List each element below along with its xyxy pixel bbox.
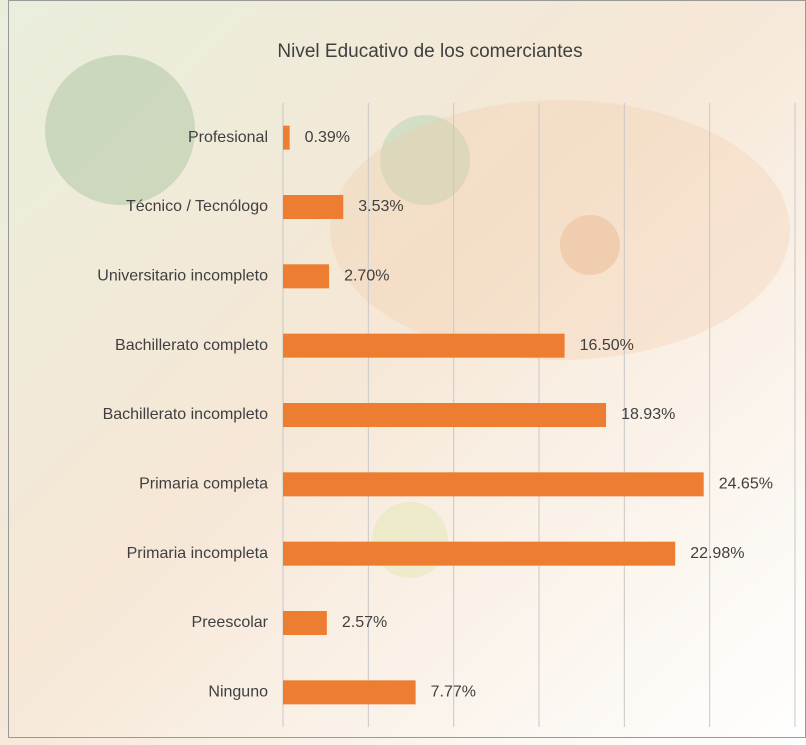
y-tick-label: Bachillerato completo xyxy=(115,337,268,354)
y-tick-label: Primaria completa xyxy=(139,476,268,493)
value-label: 3.53% xyxy=(358,198,403,215)
decor xyxy=(380,115,470,205)
chart-title: Nivel Educativo de los comerciantes xyxy=(277,41,582,62)
bar xyxy=(283,333,565,358)
decor xyxy=(45,55,195,205)
y-tick-label: Primaria incompleta xyxy=(127,545,268,562)
value-label: 0.39% xyxy=(305,129,350,146)
y-tick-label: Ninguno xyxy=(208,684,268,701)
bar xyxy=(283,611,327,635)
y-tick-label: Preescolar xyxy=(192,614,269,631)
y-tick-label: Bachillerato incompleto xyxy=(103,406,269,423)
value-label: 16.50% xyxy=(580,337,634,354)
value-label: 18.93% xyxy=(621,406,675,423)
bar xyxy=(283,680,416,705)
value-label: 2.70% xyxy=(344,268,389,285)
value-label: 2.57% xyxy=(342,614,387,631)
value-label: 22.98% xyxy=(690,545,744,562)
bar xyxy=(283,264,330,289)
bar xyxy=(283,541,676,566)
y-tick-label: Profesional xyxy=(188,129,268,146)
y-tick-label: Técnico / Tecnólogo xyxy=(126,198,268,215)
bar xyxy=(283,472,704,497)
bar xyxy=(283,403,607,427)
decor xyxy=(560,215,620,275)
bar xyxy=(283,125,290,150)
value-label: 24.65% xyxy=(719,476,773,493)
value-label: 7.77% xyxy=(431,684,476,701)
decor xyxy=(372,502,448,578)
bar xyxy=(283,195,344,219)
y-tick-label: Universitario incompleto xyxy=(97,268,268,285)
decor xyxy=(330,100,790,360)
